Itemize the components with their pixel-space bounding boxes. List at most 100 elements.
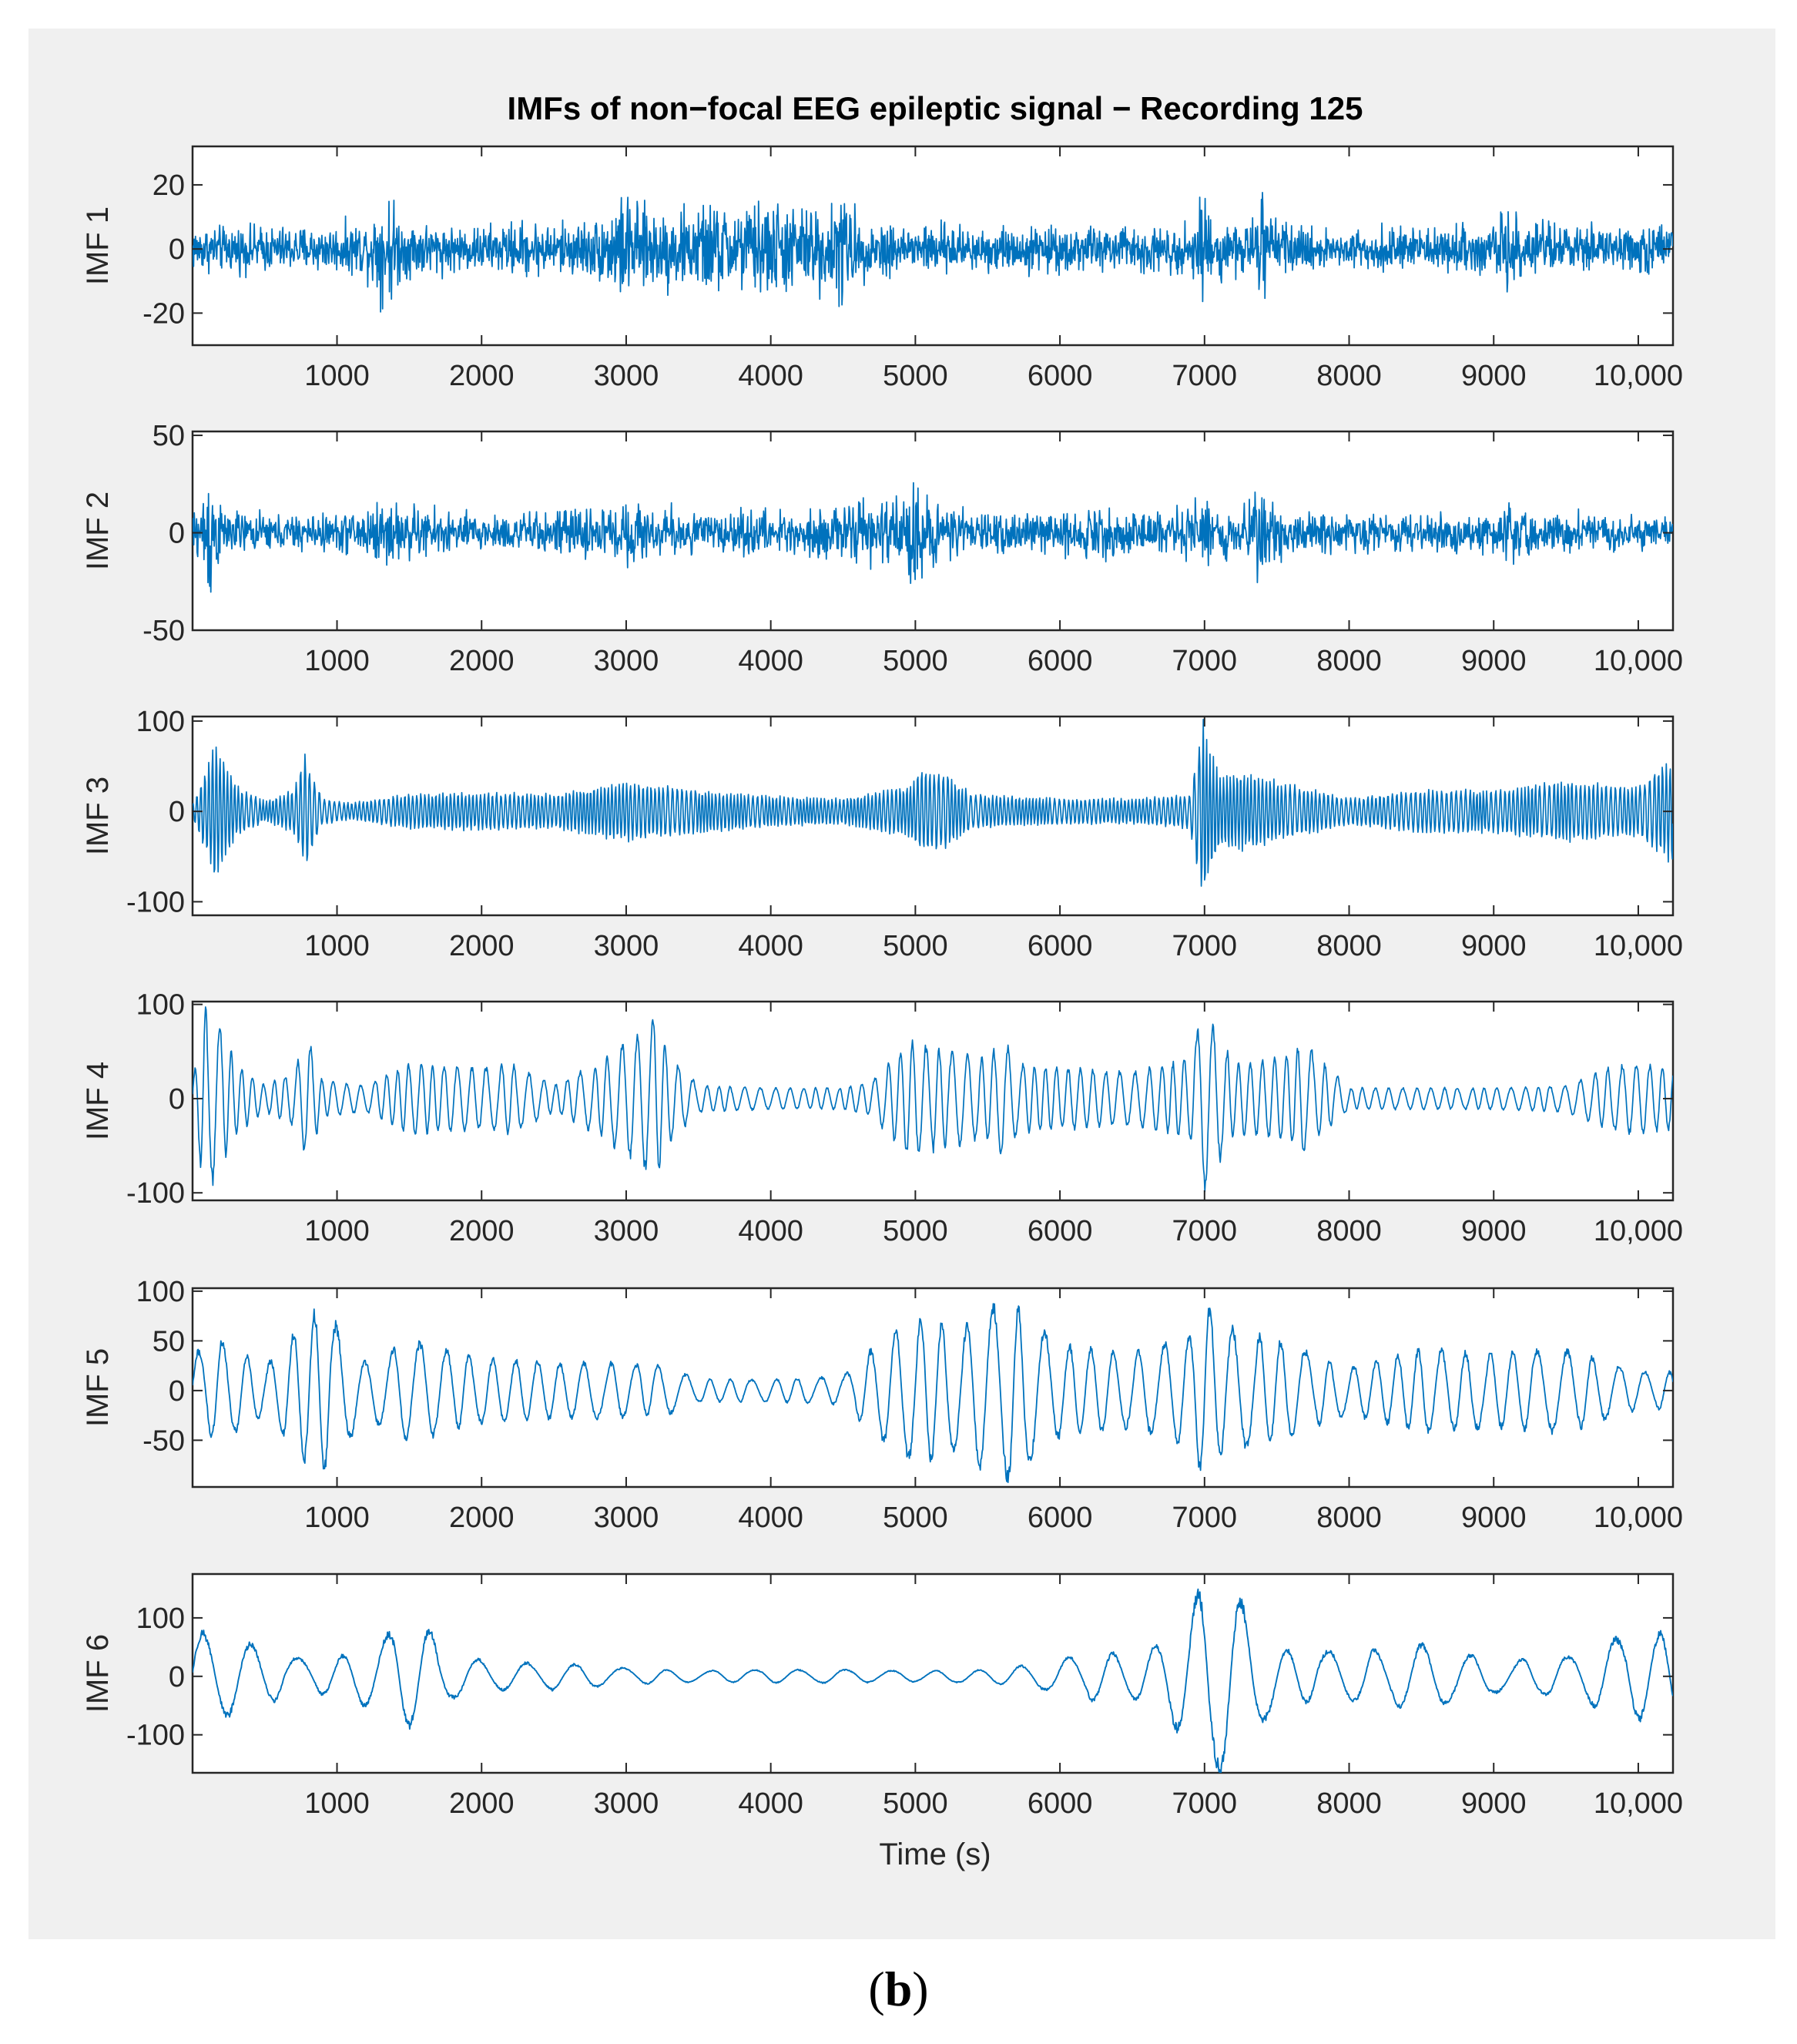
x-tick-label: 8000 [1316,360,1382,392]
x-tick-label: 9000 [1461,930,1527,962]
x-tick-label: 1000 [304,1787,370,1820]
x-tick-label: 9000 [1461,1215,1527,1247]
x-tick-label: 8000 [1316,645,1382,677]
x-tick-label: 9000 [1461,645,1527,677]
x-tick-label: 5000 [883,1502,948,1534]
x-tick-label: 5000 [883,645,948,677]
x-tick-label: 2000 [449,360,515,392]
y-axis-label: IMF 5 [81,1348,115,1427]
x-tick-label: 1000 [304,645,370,677]
signal-line-imf-3 [193,718,1673,887]
x-tick-label: 8000 [1316,1215,1382,1247]
x-tick-label: 7000 [1172,930,1238,962]
x-tick-label: 2000 [449,645,515,677]
x-tick-label: 7000 [1172,1502,1238,1534]
x-tick-label: 3000 [594,1215,659,1247]
x-tick-label: 6000 [1028,360,1093,392]
x-tick-label: 10,000 [1594,360,1683,392]
y-tick-label: -50 [142,1425,185,1457]
y-tick-label: -100 [126,1720,185,1752]
x-tick-label: 3000 [594,1787,659,1820]
x-tick-label: 6000 [1028,1215,1093,1247]
panel-label: (b) [868,1962,929,2016]
subplot-3: 1000 2000 3000 4000 5000 6000 7000 8000 9000 10,0… [81,706,1683,962]
x-tick-label: 2000 [449,1787,515,1820]
x-tick-label: 4000 [738,930,803,962]
x-tick-label: 10,000 [1594,1502,1683,1534]
x-tick-label: 6000 [1028,1502,1093,1534]
x-tick-label: 4000 [738,645,803,677]
subplot-5: 1000 2000 3000 4000 5000 6000 7000 8000 9000 10,0… [81,1276,1683,1534]
axes-frame [191,1000,1675,1202]
x-tick-label: 2000 [449,1502,515,1534]
x-tick-label: 2000 [449,1215,515,1247]
x-tick-label: 8000 [1316,1502,1382,1534]
y-tick-label: 100 [136,989,185,1022]
x-tick-label: 7000 [1172,1787,1238,1820]
x-tick-label: 5000 [883,1215,948,1247]
y-axis-label: IMF 6 [81,1634,115,1713]
signal-line-imf-5 [193,1303,1673,1483]
x-tick-label: 1000 [304,930,370,962]
x-tick-label: 10,000 [1594,1787,1683,1820]
x-tick-label: 8000 [1316,930,1382,962]
axes-frame [191,1572,1675,1774]
y-tick-label: -100 [126,886,185,918]
x-tick-label: 1000 [304,360,370,392]
y-tick-label: 0 [169,233,185,266]
y-tick-label: 0 [169,1083,185,1116]
x-tick-label: 3000 [594,930,659,962]
x-tick-label: 6000 [1028,1787,1093,1820]
y-tick-label: -50 [142,615,185,647]
chart-title: IMFs of non−focal EEG epileptic signal −… [508,90,1363,126]
x-tick-label: 3000 [594,360,659,392]
y-tick-label: 50 [153,420,185,452]
x-axis-label: Time (s) [879,1838,991,1871]
x-tick-label: 6000 [1028,645,1093,677]
x-tick-label: 9000 [1461,1502,1527,1534]
x-tick-label: 1000 [304,1215,370,1247]
x-tick-label: 4000 [738,1502,803,1534]
y-tick-label: -100 [126,1177,185,1210]
y-axis-label: IMF 2 [81,492,115,570]
x-tick-label: 6000 [1028,930,1093,962]
signal-line-imf-1 [193,191,1673,313]
subplot-2: 1000 2000 3000 4000 5000 6000 7000 8000 9000 10,0… [81,420,1683,677]
x-tick-label: 10,000 [1594,930,1683,962]
subplot-group: 1000 2000 3000 4000 5000 6000 7000 8000 9000 10,0… [81,145,1683,1820]
y-tick-label: 20 [153,169,185,202]
y-tick-label: 0 [169,1375,185,1408]
signal-line-imf-6 [193,1588,1673,1773]
x-tick-label: 10,000 [1594,1215,1683,1247]
y-tick-label: 0 [169,796,185,828]
x-tick-label: 10,000 [1594,645,1683,677]
y-tick-label: 100 [136,1603,185,1635]
y-tick-label: 100 [136,706,185,738]
x-tick-label: 3000 [594,645,659,677]
x-tick-label: 5000 [883,930,948,962]
y-tick-label: 50 [153,1325,185,1358]
y-axis-label: IMF 1 [81,206,115,285]
x-tick-label: 5000 [883,1787,948,1820]
x-tick-label: 9000 [1461,1787,1527,1820]
x-tick-label: 4000 [738,360,803,392]
x-tick-label: 1000 [304,1502,370,1534]
signal-line-imf-2 [193,482,1673,593]
subplot-6: 1000 2000 3000 4000 5000 6000 7000 8000 9000 10,0… [81,1572,1683,1820]
subplot-1: 1000 2000 3000 4000 5000 6000 7000 8000 9000 10,0… [81,145,1683,392]
y-tick-label: 100 [136,1276,185,1308]
x-tick-label: 8000 [1316,1787,1382,1820]
y-axis-label: IMF 3 [81,777,115,855]
y-tick-label: 0 [169,518,185,550]
subplot-4: 1000 2000 3000 4000 5000 6000 7000 8000 9000 10,0… [81,989,1683,1247]
x-tick-label: 2000 [449,930,515,962]
x-tick-label: 7000 [1172,360,1238,392]
x-tick-label: 5000 [883,360,948,392]
signal-line-imf-4 [193,1006,1673,1193]
y-axis-label: IMF 4 [81,1062,115,1140]
x-tick-label: 7000 [1172,645,1238,677]
x-tick-label: 3000 [594,1502,659,1534]
x-tick-label: 7000 [1172,1215,1238,1247]
y-tick-label: -20 [142,297,185,330]
